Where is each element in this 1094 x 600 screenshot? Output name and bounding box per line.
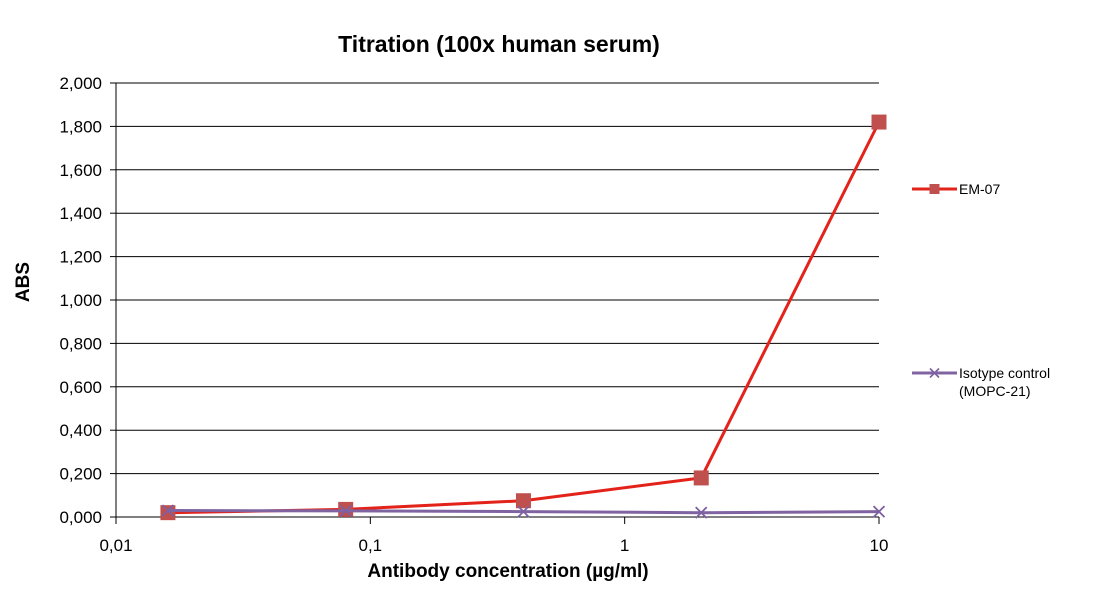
data-point [693, 470, 709, 486]
y-tick-label: 0,800 [59, 334, 102, 353]
data-point [339, 504, 352, 518]
data-point [695, 506, 708, 519]
legend-swatch-marker [929, 367, 940, 379]
legend-entry-1: Isotype control (MOPC-21) [912, 365, 1050, 399]
point-stroke [161, 504, 175, 517]
x-tick-labels: 0,01 0,1 1 10 [99, 536, 888, 555]
x-tick-label: 0,01 [99, 536, 132, 555]
point-stroke [339, 504, 352, 518]
y-tick-label: 1,400 [59, 204, 102, 223]
data-point [871, 114, 887, 130]
data-point [160, 505, 176, 521]
y-tick-labels: 0,000 0,200 0,400 0,600 0,800 1,000 1,200 1,400… [59, 74, 102, 527]
data-point [161, 504, 175, 517]
y-tick-label: 0,000 [59, 508, 102, 527]
y-tick-label: 1,600 [59, 161, 102, 180]
legend: EM-07 Isotype control (MOPC-21) [912, 181, 1050, 399]
y-tick-label: 2,000 [59, 74, 102, 93]
x-tick-label: 10 [870, 536, 889, 555]
legend-label: Isotype control (MOPC-21) [959, 365, 1050, 399]
grid-layer [116, 82, 879, 475]
data-point [517, 505, 530, 518]
data-point [872, 505, 886, 518]
data-point [515, 493, 531, 509]
legend-label: EM-07 [959, 181, 1000, 197]
legend-swatch-marker [929, 184, 940, 194]
y-axis-title: ABS [13, 262, 34, 302]
chart-title: Titration (100x human serum) [338, 31, 660, 57]
x-tick-label: 1 [620, 536, 629, 555]
series-1 [161, 504, 886, 519]
point-stroke [517, 505, 530, 518]
y-tick-label: 1,800 [59, 117, 102, 136]
y-tick-label: 0,400 [59, 421, 102, 440]
legend-entry-0: EM-07 [912, 181, 1000, 197]
x-tick-label: 0,1 [359, 536, 383, 555]
axes [110, 82, 880, 524]
y-tick-label: 0,600 [59, 378, 102, 397]
y-tick-label: 1,000 [59, 291, 102, 310]
point-stroke [695, 506, 708, 519]
point-stroke [872, 505, 886, 518]
y-tick-label: 1,200 [59, 248, 102, 267]
y-tick-label: 0,200 [59, 465, 102, 484]
series-layer [160, 114, 887, 521]
x-axis-title: Antibody concentration (µg/ml) [367, 561, 648, 582]
series-line [167, 121, 881, 515]
series-0 [160, 114, 887, 521]
